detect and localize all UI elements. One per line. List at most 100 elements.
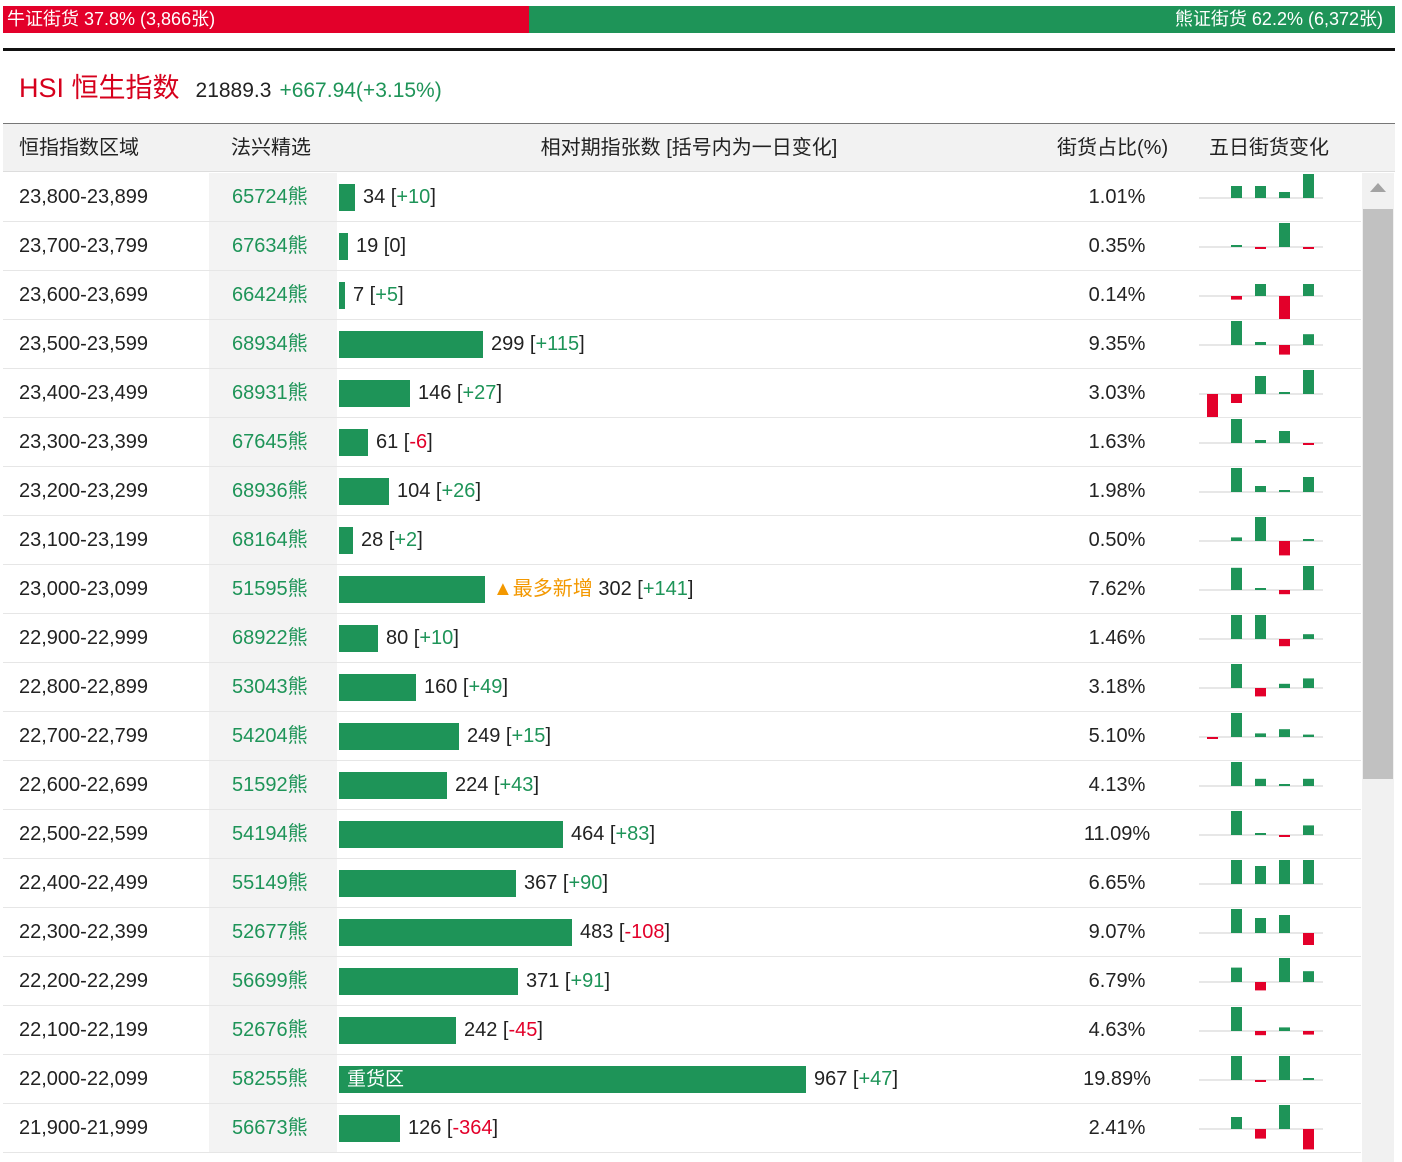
five-day-change-cell bbox=[1195, 614, 1325, 662]
sparkline-bar bbox=[1255, 440, 1266, 443]
table-row[interactable]: 23,100-23,199 68164熊 28 [+2] 0.50% bbox=[3, 516, 1361, 565]
daily-change: +10 bbox=[419, 627, 454, 649]
table-row[interactable]: 22,900-22,999 68922熊 80 [+10] 1.46% bbox=[3, 614, 1361, 663]
sparkline-bar bbox=[1255, 866, 1266, 884]
outstanding-pct: 1.63% bbox=[1088, 431, 1146, 453]
pick-cell: 52677熊 bbox=[209, 908, 337, 956]
count-bar bbox=[339, 478, 389, 505]
warrant-code-link[interactable]: 56673熊 bbox=[232, 1117, 308, 1139]
warrant-code-link[interactable]: 55149熊 bbox=[232, 872, 308, 894]
five-day-sparkline bbox=[1199, 1007, 1323, 1036]
count-label: 242 [-45] bbox=[464, 1019, 543, 1041]
count-label: 160 [+49] bbox=[424, 676, 508, 698]
sparkline-bar bbox=[1279, 958, 1290, 982]
warrant-code-link[interactable]: 67645熊 bbox=[232, 431, 308, 453]
sparkline-bar bbox=[1231, 537, 1242, 541]
outstanding-pct: 9.07% bbox=[1088, 921, 1146, 943]
warrant-code-link[interactable]: 67634熊 bbox=[232, 235, 308, 257]
warrant-code-link[interactable]: 54194熊 bbox=[232, 823, 308, 845]
pick-cell: 68931熊 bbox=[209, 369, 337, 417]
table-row[interactable]: 22,800-22,899 53043熊 160 [+49] 3.18% bbox=[3, 663, 1361, 712]
count-bar-cell: 160 [+49] bbox=[339, 663, 1039, 711]
warrant-code-link[interactable]: 68934熊 bbox=[232, 333, 308, 355]
five-day-change-cell bbox=[1195, 565, 1325, 613]
warrant-code-link[interactable]: 68164熊 bbox=[232, 529, 308, 551]
table-row[interactable]: 23,700-23,799 67634熊 19 [0] 0.35% bbox=[3, 222, 1361, 271]
count-label: 19 [0] bbox=[356, 235, 407, 257]
table-row[interactable]: 22,000-22,099 58255熊 重货区 967 [+47] 19.89% bbox=[3, 1055, 1361, 1104]
table-row[interactable]: 23,400-23,499 68931熊 146 [+27] 3.03% bbox=[3, 369, 1361, 418]
outstanding-pct: 1.98% bbox=[1088, 480, 1146, 502]
table-row[interactable]: 22,200-22,299 56699熊 371 [+91] 6.79% bbox=[3, 957, 1361, 1006]
count-label: 126 [-364] bbox=[408, 1117, 499, 1139]
count-bar-cell: 61 [-6] bbox=[339, 418, 1039, 466]
sparkline-bar bbox=[1231, 811, 1242, 835]
sparkline-bar bbox=[1279, 1027, 1290, 1031]
strike-range: 22,900-22,999 bbox=[19, 627, 149, 649]
five-day-change-cell bbox=[1195, 1006, 1325, 1054]
index-quote: HSI 恒生指数 21889.3 +667.94(+3.15%) bbox=[19, 66, 442, 106]
warrant-code-link[interactable]: 54204熊 bbox=[232, 725, 308, 747]
header-bar: 相对期指张数 [括号内为一日变化] bbox=[540, 137, 838, 159]
daily-change: +141 bbox=[642, 578, 688, 600]
table-row[interactable]: 23,600-23,699 66424熊 7 [+5] 0.14% bbox=[3, 271, 1361, 320]
table-row[interactable]: 23,800-23,899 65724熊 34 [+10] 1.01% bbox=[3, 173, 1361, 222]
count-bar bbox=[339, 1115, 400, 1142]
sparkline-bar bbox=[1255, 918, 1266, 933]
daily-change: +43 bbox=[499, 774, 534, 796]
five-day-sparkline bbox=[1199, 860, 1323, 885]
warrant-code-link[interactable]: 68931熊 bbox=[232, 382, 308, 404]
five-day-change-cell bbox=[1195, 467, 1325, 515]
daily-change: -364 bbox=[452, 1117, 493, 1139]
sparkline-bar bbox=[1279, 431, 1290, 443]
scroll-up-arrow-icon[interactable] bbox=[1370, 183, 1386, 192]
table-row[interactable]: 23,200-23,299 68936熊 104 [+26] 1.98% bbox=[3, 467, 1361, 516]
sparkline-bar bbox=[1255, 982, 1266, 991]
warrant-code-link[interactable]: 51592熊 bbox=[232, 774, 308, 796]
warrant-code-link[interactable]: 65724熊 bbox=[232, 186, 308, 208]
sparkline-bar bbox=[1303, 1078, 1314, 1080]
table-row[interactable]: 23,500-23,599 68934熊 299 [+115] 9.35% bbox=[3, 320, 1361, 369]
table-row[interactable]: 23,300-23,399 67645熊 61 [-6] 1.63% bbox=[3, 418, 1361, 467]
warrant-code-link[interactable]: 53043熊 bbox=[232, 676, 308, 698]
vertical-scrollbar[interactable] bbox=[1362, 173, 1394, 1162]
count-bar-cell: 224 [+43] bbox=[339, 761, 1039, 809]
strike-range: 22,500-22,599 bbox=[19, 823, 149, 845]
count-bar bbox=[339, 821, 563, 848]
warrant-code-link[interactable]: 68936熊 bbox=[232, 480, 308, 502]
strike-range: 21,900-21,999 bbox=[19, 1117, 149, 1139]
outstanding-pct: 3.18% bbox=[1088, 676, 1146, 698]
five-day-sparkline bbox=[1199, 174, 1323, 199]
count-label: 249 [+15] bbox=[467, 725, 551, 747]
table-row[interactable]: 21,900-21,999 56673熊 126 [-364] 2.41% bbox=[3, 1104, 1361, 1153]
daily-change: +90 bbox=[568, 872, 603, 894]
warrant-code-link[interactable]: 51595熊 bbox=[232, 578, 308, 600]
table-row[interactable]: 22,400-22,499 55149熊 367 [+90] 6.65% bbox=[3, 859, 1361, 908]
daily-change: -45 bbox=[508, 1019, 538, 1041]
warrant-code-link[interactable]: 68922熊 bbox=[232, 627, 308, 649]
table-row[interactable]: 22,100-22,199 52676熊 242 [-45] 4.63% bbox=[3, 1006, 1361, 1055]
warrant-code-link[interactable]: 56699熊 bbox=[232, 970, 308, 992]
table-body[interactable]: 23,800-23,899 65724熊 34 [+10] 1.01% 23,700-2… bbox=[3, 173, 1361, 1162]
sparkline-bar bbox=[1303, 678, 1314, 688]
five-day-sparkline bbox=[1199, 762, 1323, 787]
warrant-code-link[interactable]: 52676熊 bbox=[232, 1019, 308, 1041]
heavy-zone-label: 重货区 bbox=[347, 1069, 405, 1090]
table-row[interactable]: 23,000-23,099 51595熊 ▲最多新增 302 [+141] 7.62% bbox=[3, 565, 1361, 614]
warrant-code-link[interactable]: 66424熊 bbox=[232, 284, 308, 306]
count-bar bbox=[339, 184, 355, 211]
table-row[interactable]: 22,700-22,799 54204熊 249 [+15] 5.10% bbox=[3, 712, 1361, 761]
table-row[interactable]: 22,300-22,399 52677熊 483 [-108] 9.07% bbox=[3, 908, 1361, 957]
table-row[interactable]: 22,500-22,599 54194熊 464 [+83] 11.09% bbox=[3, 810, 1361, 859]
count-bar bbox=[339, 625, 378, 652]
warrant-code-link[interactable]: 52677熊 bbox=[232, 921, 308, 943]
count-bar-cell: ▲最多新增 302 [+141] bbox=[339, 565, 1039, 613]
sparkline-bar bbox=[1279, 590, 1290, 595]
count-label: 80 [+10] bbox=[386, 627, 459, 649]
five-day-sparkline bbox=[1199, 321, 1323, 355]
sparkline-bar bbox=[1231, 860, 1242, 884]
warrant-code-link[interactable]: 58255熊 bbox=[232, 1068, 308, 1090]
count-value: 104 bbox=[397, 480, 431, 502]
table-row[interactable]: 22,600-22,699 51592熊 224 [+43] 4.13% bbox=[3, 761, 1361, 810]
scrollbar-thumb[interactable] bbox=[1363, 209, 1393, 779]
